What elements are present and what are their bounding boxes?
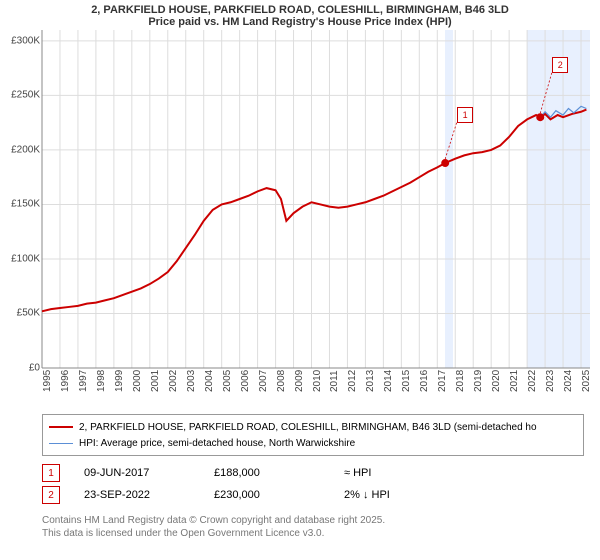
title-line2: Price paid vs. HM Land Registry's House … [0,16,600,30]
sales-table: 1 09-JUN-2017£188,000≈ HPI 2 23-SEP-2022£23… [42,462,584,506]
chart-area: 12£0£50K£100K£150K£200K£250K£300K1995199… [0,30,600,410]
legend-swatch [49,426,73,428]
y-tick-label: £150K [0,199,40,210]
annotation-marker: 2 [552,57,568,73]
footer-line2: This data is licensed under the Open Gov… [42,527,600,540]
y-tick-label: £100K [0,253,40,264]
sale-price: £188,000 [214,467,344,479]
footer-note: Contains HM Land Registry data © Crown c… [42,514,600,540]
legend-box: 2, PARKFIELD HOUSE, PARKFIELD ROAD, COLE… [42,414,584,456]
y-tick-label: £250K [0,90,40,101]
y-tick-label: £50K [0,308,40,319]
x-tick-label: 2025 [581,370,600,392]
sale-point [536,113,544,121]
sale-date: 09-JUN-2017 [84,467,214,479]
y-tick-label: £0 [0,363,40,374]
title-line1: 2, PARKFIELD HOUSE, PARKFIELD ROAD, COLE… [0,0,600,16]
sale-hpi-delta: 2% ↓ HPI [344,489,390,501]
sale-marker: 2 [42,486,60,504]
sale-row: 2 23-SEP-2022£230,0002% ↓ HPI [42,484,584,506]
legend-swatch [49,443,73,444]
legend-text: 2, PARKFIELD HOUSE, PARKFIELD ROAD, COLE… [79,422,537,433]
footer-line1: Contains HM Land Registry data © Crown c… [42,514,600,527]
sale-marker: 1 [42,464,60,482]
series-price_paid [42,110,586,312]
annotation-marker: 1 [457,107,473,123]
legend-text: HPI: Average price, semi-detached house,… [79,438,355,449]
sale-row: 1 09-JUN-2017£188,000≈ HPI [42,462,584,484]
y-tick-label: £300K [0,35,40,46]
sale-price: £230,000 [214,489,344,501]
legend-item: 2, PARKFIELD HOUSE, PARKFIELD ROAD, COLE… [49,419,577,435]
sale-point [441,159,449,167]
y-tick-label: £200K [0,144,40,155]
sale-date: 23-SEP-2022 [84,489,214,501]
chart-container: 2, PARKFIELD HOUSE, PARKFIELD ROAD, COLE… [0,0,600,560]
legend-item: HPI: Average price, semi-detached house,… [49,435,577,451]
sale-hpi-delta: ≈ HPI [344,467,371,479]
